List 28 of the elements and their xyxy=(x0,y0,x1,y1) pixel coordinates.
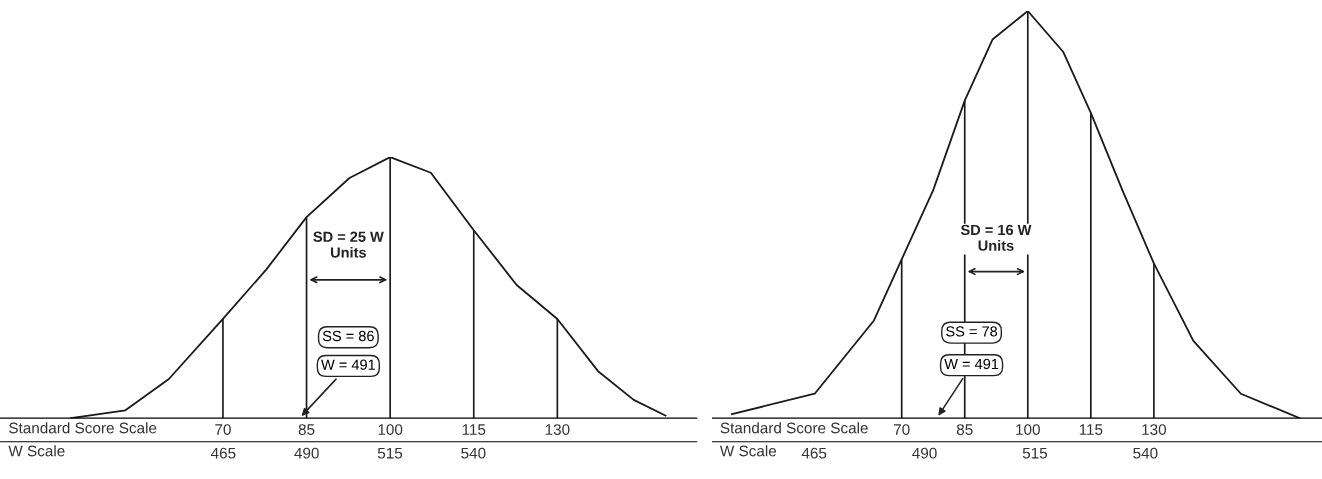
x-tick-label: 130 xyxy=(545,424,570,435)
x-tick-label: 70 xyxy=(215,424,231,435)
x-tick-label: 85 xyxy=(956,424,973,435)
x-tick-label: 130 xyxy=(1142,424,1167,435)
x2-tick-label: 540 xyxy=(461,447,486,459)
x-tick-label: 115 xyxy=(1079,424,1103,435)
x-tick-label: 100 xyxy=(378,424,403,435)
annotation: SS = 86 xyxy=(322,330,374,342)
x2-tick-label: 465 xyxy=(801,447,827,459)
x-tick-label: 85 xyxy=(298,424,315,435)
x-tick-label: 70 xyxy=(893,424,910,435)
x2-tick-label: 490 xyxy=(912,447,937,459)
x2-tick-label: 515 xyxy=(377,447,403,459)
x2-axis-title: W Scale xyxy=(719,445,777,457)
annotation: SS = 78 xyxy=(946,326,998,337)
x-tick-label: 115 xyxy=(462,424,486,435)
annotation: W = 491 xyxy=(944,358,999,370)
annotation: SD = 25 W Units xyxy=(313,231,384,258)
x2-tick-label: 490 xyxy=(294,447,319,459)
x-tick-label: 100 xyxy=(1016,424,1040,435)
x2-tick-label: 465 xyxy=(210,447,236,459)
x2-tick-label: 540 xyxy=(1133,447,1158,459)
x-axis-title: Standard Score Scale xyxy=(9,422,157,434)
annotation: W = 491 xyxy=(321,359,375,370)
x2-axis-title: W Scale xyxy=(8,445,65,457)
x-axis-title: Standard Score Scale xyxy=(720,422,868,434)
annotation: SD = 16 W Units xyxy=(960,224,1032,251)
x2-tick-label: 515 xyxy=(1022,447,1048,459)
